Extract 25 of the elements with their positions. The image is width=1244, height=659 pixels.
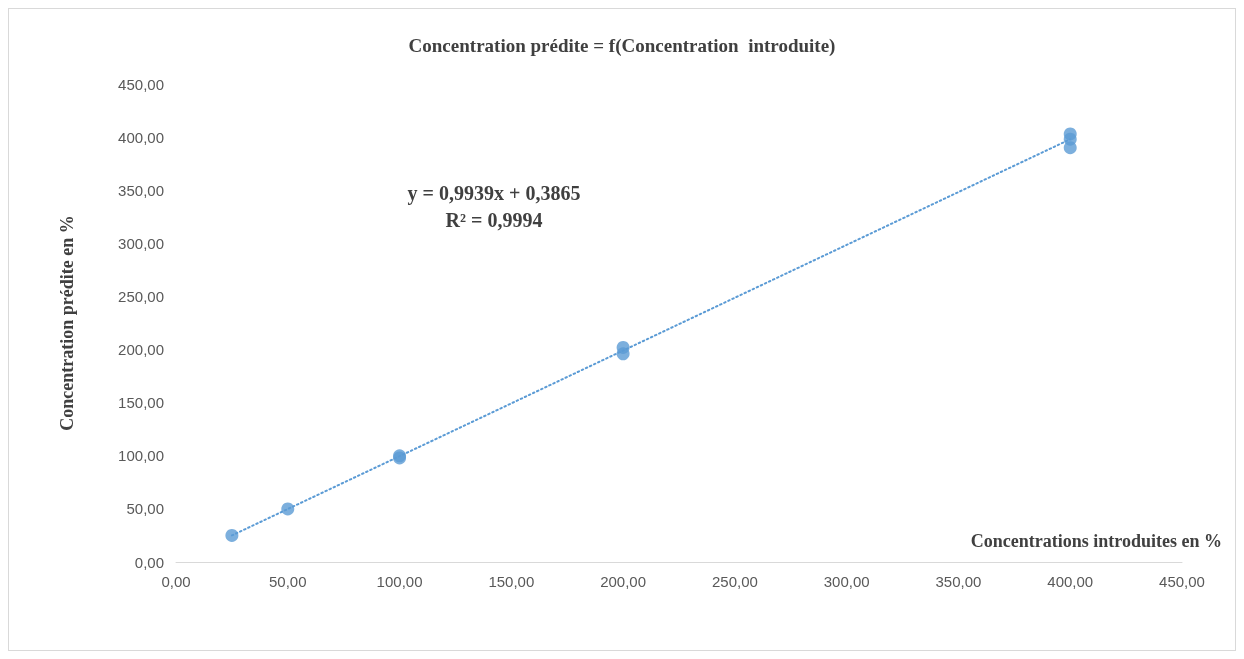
x-tick-label: 350,00 (935, 573, 982, 590)
x-tick-label: 400,00 (1047, 573, 1094, 590)
y-tick-label: 200,00 (118, 341, 164, 359)
y-tick-label: 300,00 (118, 234, 164, 252)
y-tick-label: 100,00 (118, 447, 164, 465)
y-tick-label: 0,00 (134, 553, 164, 571)
x-tick-label: 200,00 (600, 573, 647, 590)
annotation: R² = 0,9994 (445, 209, 543, 231)
annotation: y = 0,9939x + 0,3865 (407, 182, 581, 205)
y-axis-title: Concentration prédite en % (57, 215, 77, 431)
y-tick-label: 400,00 (118, 128, 164, 146)
x-tick-label: 100,00 (376, 573, 423, 590)
y-tick-label: 250,00 (118, 287, 164, 305)
x-tick-label: 0,00 (161, 573, 191, 590)
x-tick-label: 150,00 (488, 573, 535, 590)
y-tick-label: 350,00 (118, 181, 164, 199)
x-tick-label: 300,00 (823, 573, 870, 590)
y-tick-label: 450,00 (118, 75, 164, 93)
x-tick-label: 50,00 (269, 573, 307, 590)
y-tick-label: 50,00 (126, 500, 164, 518)
x-tick-label: 250,00 (711, 573, 758, 590)
x-tick-label: 450,00 (1159, 573, 1205, 590)
chart-title: Concentration prédite = f(Concentration introduite) (408, 35, 836, 57)
y-tick-label: 150,00 (118, 394, 164, 412)
x-axis-title: Concentrations introduites en % (970, 531, 1222, 551)
